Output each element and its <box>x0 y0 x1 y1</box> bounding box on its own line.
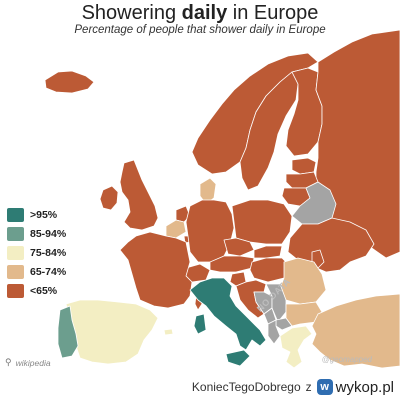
belgium <box>165 219 187 239</box>
sicily <box>225 349 251 367</box>
united-kingdom <box>119 159 159 231</box>
wykop-footer: KoniecTegoDobrego z w wykop.pl <box>0 373 400 401</box>
wykop-icon: w <box>316 379 333 395</box>
iceland <box>44 70 95 94</box>
legend-swatch <box>7 245 24 260</box>
wykop-logo[interactable]: w wykop.pl <box>316 378 394 396</box>
slovakia <box>253 245 283 259</box>
denmark <box>199 177 217 205</box>
france <box>119 231 193 309</box>
map-subtitle: Percentage of people that shower daily i… <box>74 24 326 36</box>
poland <box>231 199 293 245</box>
credit-watermark: @geomapped <box>321 355 372 364</box>
italy <box>189 277 267 351</box>
ukraine <box>287 217 375 273</box>
footer-separator: z <box>305 380 312 394</box>
legend-label: <65% <box>30 284 58 297</box>
sardinia <box>193 313 207 335</box>
legend-label: 85-94% <box>30 227 67 240</box>
source-note: ⚲ wikipedia <box>5 357 51 368</box>
wykop-site-name: wykop.pl <box>335 378 394 396</box>
portugal <box>57 305 79 359</box>
legend-item-75-84: 75-84% <box>7 243 66 262</box>
legend-swatch <box>7 283 24 298</box>
legend-swatch <box>7 226 24 241</box>
legend-label: 75-84% <box>30 246 67 259</box>
legend-item-85-94: 85-94% <box>7 224 66 243</box>
spain <box>65 299 159 365</box>
turkey <box>311 293 400 369</box>
footer-username[interactable]: KoniecTegoDobrego <box>191 380 301 394</box>
estonia <box>291 157 317 175</box>
legend-item-65-74: 65-74% <box>7 262 66 281</box>
legend-item-95-plus: >95% <box>7 205 66 224</box>
source-text: wikipedia <box>15 357 51 368</box>
germany <box>185 199 235 263</box>
belarus <box>291 181 337 225</box>
legend-swatch <box>7 264 24 279</box>
sweden <box>239 71 299 191</box>
map-title: Showering daily in Europe <box>81 2 319 24</box>
legend-label: >95% <box>30 208 58 221</box>
legend-item-below-65: <65% <box>7 281 66 300</box>
search-icon: ⚲ <box>5 357 12 367</box>
legend-swatch <box>7 207 24 222</box>
legend-label: 65-74% <box>30 265 67 278</box>
legend: >95% 85-94% 75-84% 65-74% <65% <box>7 205 66 300</box>
balearic-islands <box>163 328 174 336</box>
greece <box>279 325 313 369</box>
ireland <box>99 185 119 211</box>
serbia <box>265 283 287 323</box>
